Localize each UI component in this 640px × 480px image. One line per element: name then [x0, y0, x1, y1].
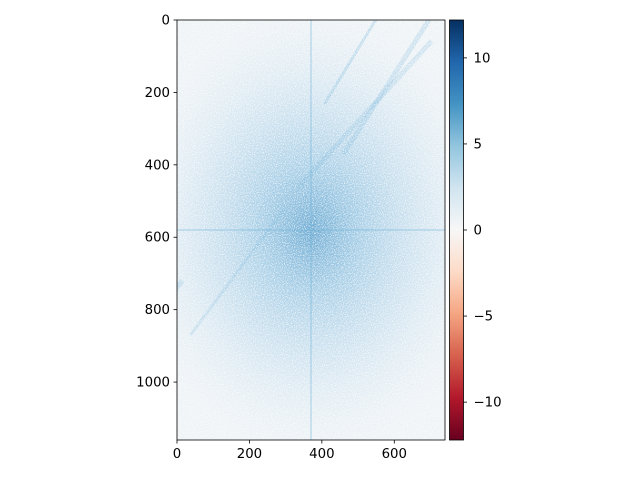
colorbar-tick-label: 0: [474, 224, 482, 239]
colorbar-tick-label: 10: [474, 51, 491, 66]
plot-frame: [176, 19, 446, 441]
y-tick-label: 200: [145, 86, 170, 101]
x-tick-label: 400: [309, 447, 334, 462]
x-tick-label: 0: [173, 447, 181, 462]
y-tick-label: 0: [162, 14, 170, 29]
x-tick-label: 200: [237, 447, 262, 462]
y-tick-label: 800: [145, 303, 170, 318]
x-tick-label: 600: [382, 447, 407, 462]
y-axis: 0 200 400 600 800 1000: [136, 14, 177, 391]
colorbar-tick-label: −5: [474, 310, 494, 325]
heatmap-image: [56, 20, 445, 440]
y-tick-label: 1000: [136, 376, 170, 391]
y-tick-label: 400: [145, 158, 170, 173]
heatmap-streak: [56, 251, 171, 419]
colorbar: [449, 19, 464, 441]
y-tick-label: 600: [145, 231, 170, 246]
colorbar-tick-label: 5: [474, 137, 482, 152]
colorbar-axis: 10 5 0 −5 −10: [463, 51, 502, 411]
x-axis: 0 200 400 600: [173, 440, 407, 462]
colorbar-tick-label: −10: [474, 396, 502, 411]
